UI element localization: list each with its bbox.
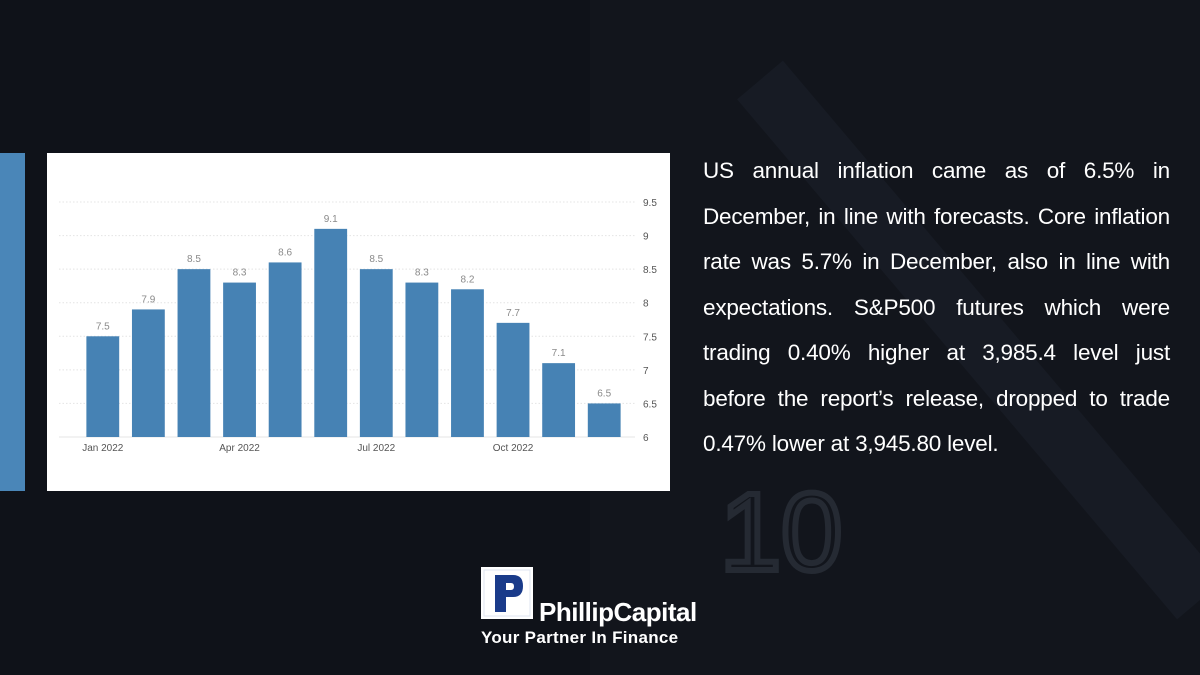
bar (268, 262, 302, 437)
y-tick-label: 9.5 (643, 198, 657, 209)
bar (223, 282, 256, 437)
bar-data-label: 8.2 (461, 274, 475, 285)
bar (314, 228, 348, 437)
bar-data-label: 7.5 (96, 321, 110, 332)
bar (451, 289, 484, 437)
bar-data-label: 8.3 (415, 268, 429, 279)
bar-data-label: 7.7 (506, 308, 520, 319)
bar-data-label: 6.5 (597, 388, 611, 399)
article-body: US annual inflation came as of 6.5% in D… (703, 158, 1170, 456)
bar-data-label: 8.6 (278, 247, 292, 258)
svg-text:10: 10 (720, 471, 842, 594)
bar-data-label: 8.3 (233, 268, 247, 279)
accent-bar (0, 153, 25, 491)
logo-tagline: Your Partner In Finance (481, 628, 679, 647)
y-tick-label: 8 (643, 299, 649, 310)
x-tick-label: Oct 2022 (493, 443, 534, 454)
bar (131, 309, 165, 437)
bar (405, 282, 439, 437)
y-tick-label: 7 (643, 366, 649, 377)
chart-svg: 6 6.5 7 7.5 8 8.5 9 9.5 7.5 7.9 8.5 8.3 8.6 9.1 8.5 8.3… (59, 198, 657, 454)
y-tick-label: 6 (643, 433, 649, 444)
y-tick-label: 9 (643, 232, 649, 243)
bar-data-label: 7.1 (552, 348, 566, 359)
x-tick-label: Jul 2022 (357, 443, 395, 454)
x-tick-label: Jan 2022 (82, 443, 124, 454)
bar-data-label: 7.9 (141, 294, 155, 305)
bar-data-label: 8.5 (187, 254, 201, 265)
inflation-chart: 6 6.5 7 7.5 8 8.5 9 9.5 7.5 7.9 8.5 8.3 8.6 9.1 8.5 8.3… (47, 153, 670, 491)
y-tick-label: 6.5 (643, 399, 657, 410)
phillipcapital-p-logo-icon (481, 567, 533, 619)
bar (587, 403, 621, 437)
y-tick-label: 8.5 (643, 265, 657, 276)
logo-name: PhillipCapital (539, 597, 697, 627)
bar (86, 336, 120, 437)
bar (359, 269, 393, 437)
phillipcapital-logo: PhillipCapital Your Partner In Finance (481, 567, 721, 647)
x-tick-label: Apr 2022 (219, 443, 260, 454)
bar (177, 269, 211, 437)
bar-data-label: 9.1 (324, 214, 338, 225)
y-tick-label: 7.5 (643, 332, 657, 343)
bar-data-label: 8.5 (369, 254, 383, 265)
bar (542, 363, 576, 437)
bar (496, 322, 530, 437)
